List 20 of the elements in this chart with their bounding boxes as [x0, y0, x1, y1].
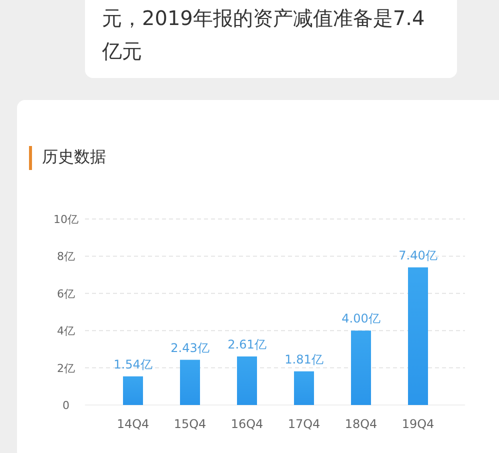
x-tick-label: 18Q4: [344, 417, 378, 431]
data-label: 7.40亿: [398, 248, 438, 262]
data-label: 1.81亿: [284, 352, 324, 366]
data-label: 4.00亿: [342, 312, 380, 326]
x-tick-label: 19Q4: [402, 417, 434, 431]
chart-title: 历史数据: [42, 146, 106, 168]
data-label: 1.54亿: [114, 357, 152, 372]
y-tick-label: 2亿: [57, 362, 75, 375]
y-tick-label: 0: [62, 399, 70, 412]
x-tick-label: 17Q4: [288, 417, 320, 431]
y-tick-label: 4亿: [57, 324, 75, 338]
x-tick-label: 15Q4: [174, 417, 206, 431]
data-label: 2.43亿: [170, 340, 210, 355]
x-tick-label: 16Q4: [230, 417, 264, 431]
data-label: 2.61亿: [228, 337, 266, 352]
text: 元，2019年报的资产减值准备是7.4亿元: [102, 5, 426, 65]
y-tick-label: 6亿: [57, 287, 75, 300]
y-tick-label: 8亿: [57, 250, 75, 264]
y-tick-label: 10亿: [54, 213, 78, 226]
x-tick-label: 14Q4: [116, 417, 150, 431]
